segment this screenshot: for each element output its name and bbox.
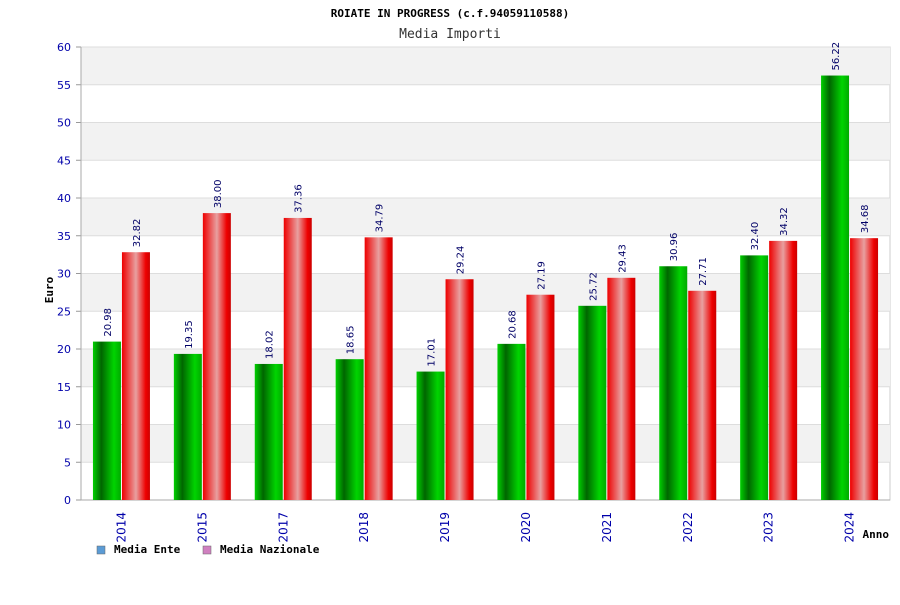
data-label: 20.98 [103,308,114,337]
data-label: 18.65 [346,326,357,355]
bar [821,75,850,500]
data-label: 56.22 [831,42,842,71]
bar [740,255,769,500]
data-label: 29.43 [617,244,628,273]
bar [92,341,121,500]
bar [769,240,798,500]
data-label: 27.19 [536,261,547,290]
x-tick-label: 2024 [843,512,857,543]
grid-band [81,424,890,463]
y-tick-label: 10 [57,419,71,432]
legend: Media Ente Media Nazionale [96,543,320,556]
bar [364,237,393,500]
grid-band [81,273,890,312]
bar [659,266,688,500]
bar [578,305,607,500]
x-tick-label: 2020 [519,512,533,543]
x-tick-label: 2014 [114,512,128,543]
y-tick-label: 45 [57,154,71,167]
chart-title: ROIATE IN PROGRESS (c.f.94059110588) [331,7,569,20]
y-tick-label: 0 [64,494,71,507]
grid-band [81,122,890,161]
data-label: 34.32 [779,207,790,236]
y-tick-label: 40 [57,192,71,205]
x-tick-label: 2018 [357,512,371,543]
grid-band [81,47,890,85]
bar [254,363,283,500]
legend-label: Media Nazionale [220,543,320,556]
chart-subtitle: Media Importi [399,27,501,42]
y-tick-label: 55 [57,79,71,92]
data-label: 34.68 [860,205,871,234]
bars [92,75,879,500]
x-tick-label: 2023 [762,512,776,543]
data-label: 38.00 [213,179,224,208]
legend-swatch [96,545,106,555]
data-label: 27.71 [698,257,709,286]
y-tick-label: 50 [57,117,71,130]
y-axis-title: Euro [43,276,56,303]
x-tick-label: 2021 [600,512,614,543]
y-tick-label: 15 [57,381,71,394]
bar [445,279,474,500]
bar [283,217,312,500]
data-label: 30.96 [669,233,680,262]
grid-band [81,349,890,387]
grid-bands [80,46,891,501]
legend-swatch [202,545,212,555]
grid-band [81,198,890,236]
y-tick-label: 35 [57,230,71,243]
data-label: 19.35 [184,320,195,349]
data-label: 32.40 [750,222,761,251]
data-label: 32.82 [132,219,143,248]
y-tick-label: 5 [64,456,71,469]
data-label: 20.68 [507,310,518,339]
bar [607,277,636,500]
y-tick-label: 60 [57,41,71,54]
bar [850,238,879,500]
x-tick-label: 2015 [195,512,209,543]
data-label: 29.24 [456,246,467,275]
bar [416,371,445,500]
x-axis-ticks: 2014 2015 2017 2018 2019 2020 2021 2022 2023 2024 [114,512,856,543]
y-tick-label: 30 [57,268,71,281]
bar [173,353,202,500]
bar [335,359,364,500]
bar [526,294,555,500]
legend-label: Media Ente [114,543,181,556]
y-tick-label: 20 [57,343,71,356]
y-tick-label: 25 [57,305,71,318]
x-axis-title: Anno [863,528,890,541]
data-label: 17.01 [427,338,438,367]
data-labels: 20.98 32.82 19.35 38.00 18.02 37.36 18.65 34.79… [103,42,871,367]
data-label: 37.36 [294,184,305,213]
bar [688,290,717,500]
data-label: 34.79 [375,204,386,233]
x-tick-label: 2019 [438,512,452,543]
data-label: 18.02 [265,330,276,359]
bar [121,252,150,500]
data-label: 25.72 [588,272,599,301]
bar [202,213,231,500]
x-tick-label: 2017 [276,512,290,543]
bar [497,343,526,500]
x-tick-label: 2022 [681,512,695,543]
